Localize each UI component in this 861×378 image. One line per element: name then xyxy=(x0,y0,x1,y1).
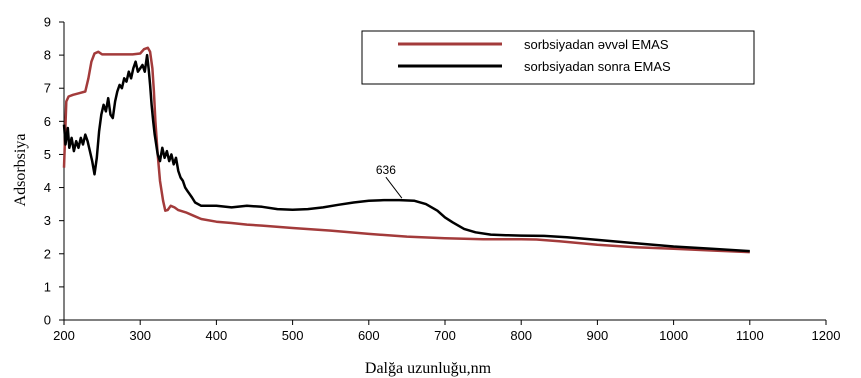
y-tick-label: 2 xyxy=(44,246,51,261)
y-tick-label: 7 xyxy=(44,81,51,96)
y-axis-ticks: 0 1 2 3 4 5 6 7 8 9 xyxy=(44,15,64,328)
y-tick-label: 0 xyxy=(44,313,51,328)
series-line-after xyxy=(62,53,750,253)
series-line-before xyxy=(62,46,750,254)
x-tick-label: 700 xyxy=(434,328,456,343)
y-tick-label: 6 xyxy=(44,114,51,129)
y-tick-label: 4 xyxy=(44,180,51,195)
legend-box xyxy=(361,30,755,85)
x-tick-label: 1200 xyxy=(812,328,841,343)
x-tick-label: 600 xyxy=(358,328,380,343)
y-tick-label: 3 xyxy=(44,213,51,228)
x-tick-label: 800 xyxy=(510,328,532,343)
x-tick-label: 1100 xyxy=(736,328,764,343)
series-lines xyxy=(62,46,750,254)
annotation-label: 636 xyxy=(376,163,396,177)
legend-label-before: sorbsiyadan əvvəl EMAS xyxy=(524,37,669,52)
annotations: 636 xyxy=(376,163,403,199)
y-tick-label: 8 xyxy=(44,48,51,63)
x-axis-title: Dalğa uzunluğu,nm xyxy=(365,360,492,377)
legend: sorbsiyadan əvvəl EMAS sorbsiyadan sonra… xyxy=(361,30,755,85)
x-tick-label: 500 xyxy=(282,328,304,343)
x-tick-label: 1000 xyxy=(659,328,688,343)
y-tick-label: 5 xyxy=(44,147,51,162)
x-tick-label: 400 xyxy=(206,328,228,343)
y-axis-title: Adsorbsiya xyxy=(12,134,29,207)
x-tick-label: 200 xyxy=(53,328,75,343)
y-tick-label: 1 xyxy=(44,279,51,294)
annotation-pointer xyxy=(385,176,403,199)
y-tick-label: 9 xyxy=(44,15,51,30)
x-axis-ticks: 200 300 400 500 600 700 800 900 1000 1100 1200 xyxy=(53,320,840,343)
x-tick-label: 300 xyxy=(129,328,151,343)
legend-label-after: sorbsiyadan sonra EMAS xyxy=(524,59,671,74)
x-tick-label: 900 xyxy=(587,328,609,343)
